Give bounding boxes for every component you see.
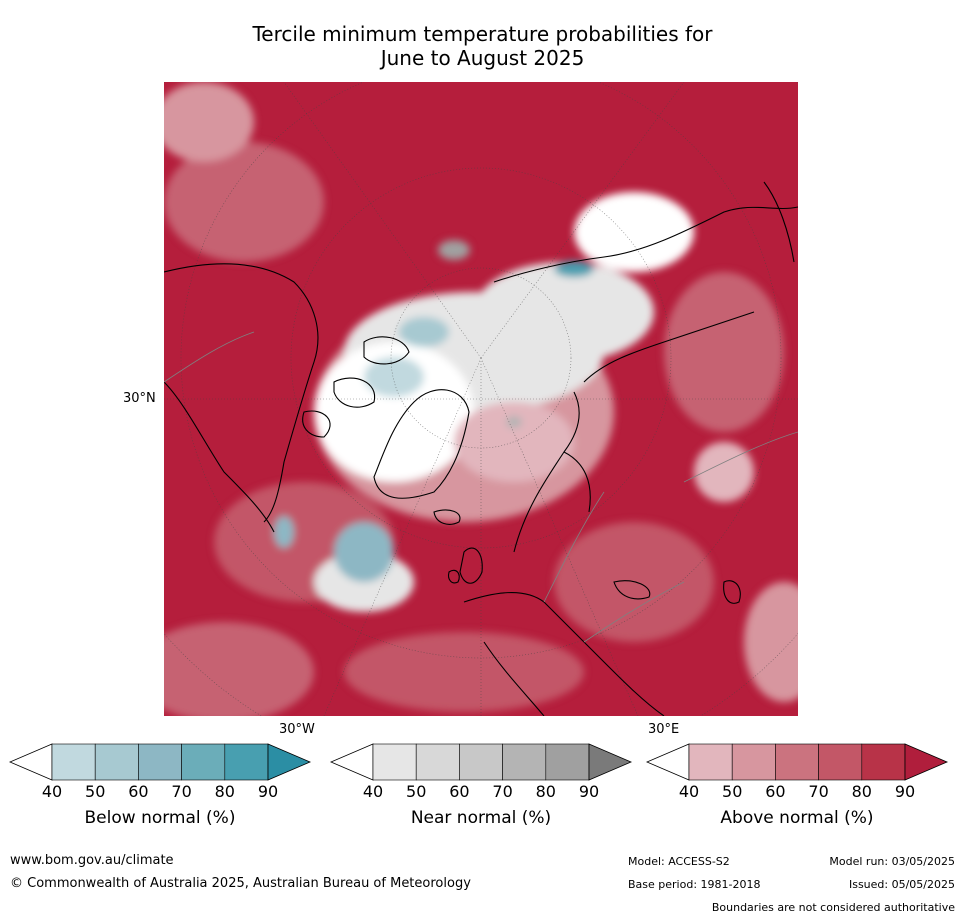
footer-model-run: Model run: 03/05/2025 — [829, 855, 955, 868]
colorbar-segment — [731, 743, 776, 781]
colorbar-segment — [545, 743, 590, 781]
footer-issued: Issued: 05/05/2025 — [848, 878, 955, 891]
probability-map — [164, 82, 798, 716]
colorbar-tick-label: 60 — [128, 782, 149, 801]
colorbar-tick-label: 50 — [722, 782, 743, 801]
colorbar-segment — [818, 743, 863, 781]
colorbar-min-extend — [8, 743, 53, 781]
colorbar-tick-label: 80 — [851, 782, 872, 801]
colorbar-tick-label: 70 — [808, 782, 829, 801]
colorbar-tick-label: 70 — [492, 782, 513, 801]
footer-base-period: Base period: 1981-2018 — [628, 878, 761, 891]
latitude-label-30n: 30°N — [123, 391, 156, 406]
footer-disclaimer: Boundaries are not considered authoritat… — [711, 901, 955, 914]
footer-copyright: © Commonwealth of Australia 2025, Austra… — [10, 876, 471, 891]
colorbar-segment — [415, 743, 460, 781]
colorbar-segment — [372, 743, 417, 781]
footer-model: Model: ACCESS-S2 — [628, 855, 730, 868]
colorbar-segment — [775, 743, 819, 781]
colorbar-max-extend — [588, 743, 633, 781]
legend-below-normal — [8, 743, 312, 781]
colorbar-segment — [138, 743, 182, 781]
legend-near-label: Near normal (%) — [410, 808, 552, 828]
colorbar-tick-label: 40 — [362, 782, 384, 801]
colorbar-tick-label: 70 — [171, 782, 192, 801]
graticule — [164, 82, 798, 716]
footer-url: www.bom.gov.au/climate — [10, 853, 174, 868]
colorbar-above-normal — [645, 743, 949, 781]
colorbar-tick-label: 90 — [894, 782, 916, 801]
colorbar-segment — [181, 743, 226, 781]
colorbar-segment — [502, 743, 547, 781]
colorbar-tick-label: 60 — [449, 782, 470, 801]
colorbar-segment — [94, 743, 139, 781]
colorbar-tick-label: 90 — [578, 782, 600, 801]
coastlines — [164, 181, 798, 716]
legend-below-label: Below normal (%) — [84, 808, 236, 828]
colorbar-segment — [224, 743, 269, 781]
colorbar-tick-label: 50 — [85, 782, 106, 801]
colorbar-segment — [688, 743, 733, 781]
title-line-1: Tercile minimum temperature probabilitie… — [252, 22, 713, 46]
colorbar-tick-label: 80 — [214, 782, 235, 801]
colorbar-min-extend — [329, 743, 374, 781]
colorbar-tick-label: 50 — [406, 782, 427, 801]
colorbar-max-extend — [904, 743, 949, 781]
colorbar-min-extend — [645, 743, 690, 781]
title-line-2: June to August 2025 — [380, 46, 585, 70]
colorbar-segment — [51, 743, 96, 781]
map-canvas — [164, 82, 798, 716]
colorbar-tick-label: 40 — [678, 782, 700, 801]
legend-above-normal — [645, 743, 949, 781]
legend-near-normal — [329, 743, 633, 781]
borders — [164, 331, 798, 643]
colorbar-segment — [861, 743, 906, 781]
longitude-label-30w: 30°W — [279, 722, 315, 737]
colorbar-below-normal — [8, 743, 312, 781]
longitude-label-30e: 30°E — [648, 722, 680, 737]
map-title: Tercile minimum temperature probabilitie… — [0, 22, 965, 70]
colorbar-max-extend — [267, 743, 312, 781]
colorbar-tick-label: 90 — [257, 782, 279, 801]
colorbar-tick-label: 40 — [41, 782, 63, 801]
colorbar-segment — [459, 743, 503, 781]
colorbar-tick-label: 80 — [535, 782, 556, 801]
colorbar-near-normal — [329, 743, 633, 781]
shading-layer — [164, 82, 798, 716]
legend-above-label: Above normal (%) — [720, 808, 874, 828]
colorbar-tick-label: 60 — [765, 782, 786, 801]
